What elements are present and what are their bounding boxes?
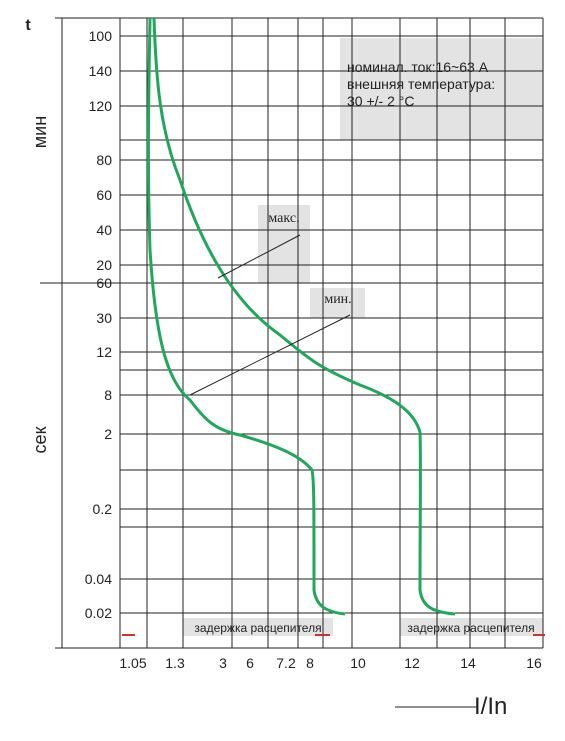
grid: [40, 17, 544, 649]
y-tick-label: 2: [104, 426, 112, 442]
y-tick-label: 100: [89, 28, 113, 44]
x-tick-label: 16: [526, 655, 542, 671]
max-curve: [152, 17, 456, 616]
y-tick-label: 30: [96, 310, 112, 326]
info-box: [340, 38, 543, 140]
y-tick-label: 60: [96, 275, 112, 291]
y-tick-label: 12: [96, 344, 112, 360]
delay-box: [183, 618, 333, 636]
delay-label: задержка расцепителя: [407, 621, 534, 635]
leader-line: [217, 234, 301, 279]
delay-box: [400, 618, 543, 636]
leader-line: [189, 314, 351, 396]
axis-title: t: [25, 17, 31, 34]
y-tick-label: 20: [96, 257, 112, 273]
min-curve: [146, 17, 346, 616]
x-tick-label: 1.3: [165, 655, 185, 671]
y-tick-label: 40: [96, 222, 112, 238]
info-text: 30 +/- 2 °С: [347, 93, 414, 109]
y-tick-label: 120: [89, 98, 113, 114]
info-text: номинал. ток:16~63 А: [347, 59, 489, 75]
y-tick-label: 0.2: [93, 501, 113, 517]
unit-label: мин: [30, 116, 50, 148]
delay-label: задержка расцепителя: [194, 621, 321, 635]
unit-label: сек: [30, 426, 50, 453]
y-tick-label: 0.02: [85, 605, 112, 621]
x-tick-label: 6: [246, 655, 254, 671]
x-tick-label: 3: [219, 655, 227, 671]
max-box: [258, 205, 310, 283]
y-tick-label: 80: [96, 152, 112, 168]
min-box: [310, 288, 365, 318]
callout: мин.: [324, 292, 351, 307]
x-tick-label: 14: [460, 655, 476, 671]
x-tick-label: 10: [350, 655, 366, 671]
y-tick-label: 140: [89, 63, 113, 79]
x-tick-label: 7.2: [276, 655, 296, 671]
y-tick-label: 8: [104, 387, 112, 403]
x-tick-label: 1.05: [119, 655, 146, 671]
x-tick-label: 12: [404, 655, 420, 671]
y-tick-label: 60: [96, 187, 112, 203]
axis-title: I/In: [474, 693, 507, 720]
callout: макс.: [268, 211, 299, 226]
x-tick-label: 8: [306, 655, 314, 671]
info-text: внешняя температура:: [347, 76, 495, 92]
y-tick-label: 0.04: [85, 571, 112, 587]
